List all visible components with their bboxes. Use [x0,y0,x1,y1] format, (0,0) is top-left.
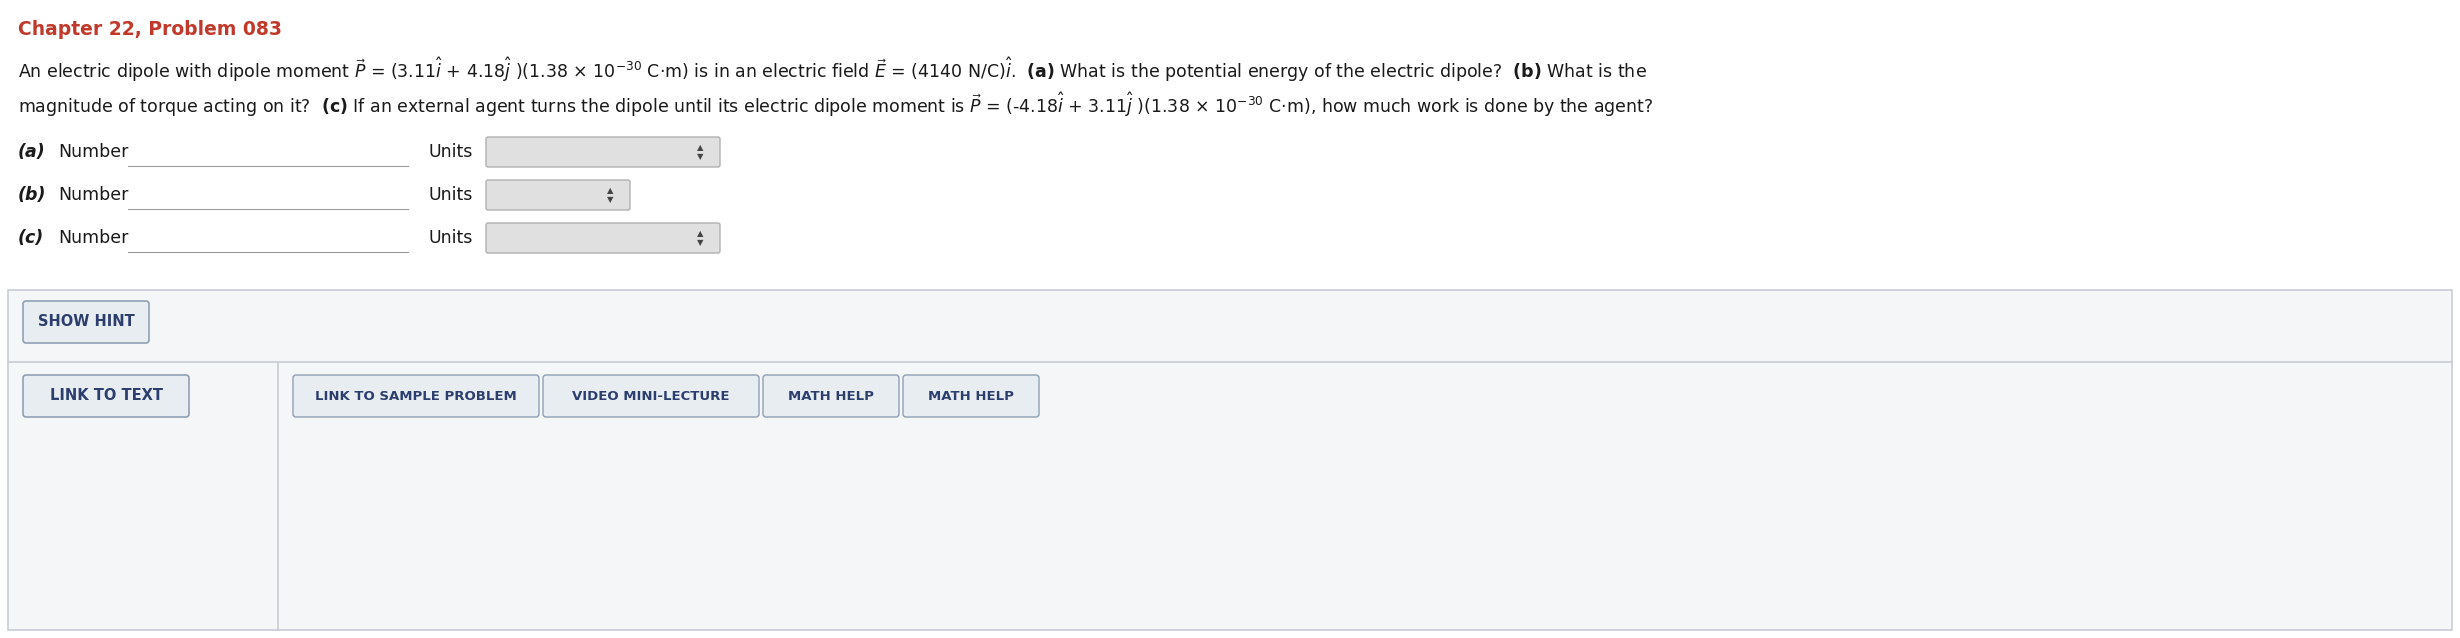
FancyBboxPatch shape [293,375,539,417]
FancyBboxPatch shape [544,375,760,417]
FancyBboxPatch shape [22,301,150,343]
Text: ▲: ▲ [608,186,613,195]
Text: (c): (c) [17,229,44,247]
Text: (a): (a) [17,143,47,161]
Text: ▼: ▼ [696,152,704,161]
FancyBboxPatch shape [903,375,1038,417]
Text: An electric dipole with dipole moment $\vec{P}$ = (3.11$\hat{i}$ + 4.18$\hat{j}$: An electric dipole with dipole moment $\… [17,55,1646,84]
Text: SHOW HINT: SHOW HINT [37,315,135,329]
FancyBboxPatch shape [763,375,898,417]
Text: MATH HELP: MATH HELP [927,390,1014,403]
Text: ▲: ▲ [696,144,704,152]
FancyBboxPatch shape [487,180,630,210]
Text: Units: Units [428,143,472,161]
FancyBboxPatch shape [487,223,721,253]
Text: (b): (b) [17,186,47,204]
FancyBboxPatch shape [7,290,2453,630]
Text: magnitude of torque acting on it?  $\mathbf{(c)}$ If an external agent turns the: magnitude of torque acting on it? $\math… [17,90,1653,119]
Text: Units: Units [428,229,472,247]
Text: Number: Number [59,186,128,204]
Text: Units: Units [428,186,472,204]
Text: Chapter 22, Problem 083: Chapter 22, Problem 083 [17,20,283,39]
FancyBboxPatch shape [22,375,189,417]
Text: LINK TO SAMPLE PROBLEM: LINK TO SAMPLE PROBLEM [315,390,517,403]
Text: ▲: ▲ [696,230,704,239]
Text: VIDEO MINI-LECTURE: VIDEO MINI-LECTURE [573,390,731,403]
Text: ▼: ▼ [608,195,613,205]
FancyBboxPatch shape [487,137,721,167]
Text: MATH HELP: MATH HELP [787,390,873,403]
Text: Number: Number [59,143,128,161]
Text: Number: Number [59,229,128,247]
Text: ▼: ▼ [696,239,704,248]
Text: LINK TO TEXT: LINK TO TEXT [49,389,162,403]
